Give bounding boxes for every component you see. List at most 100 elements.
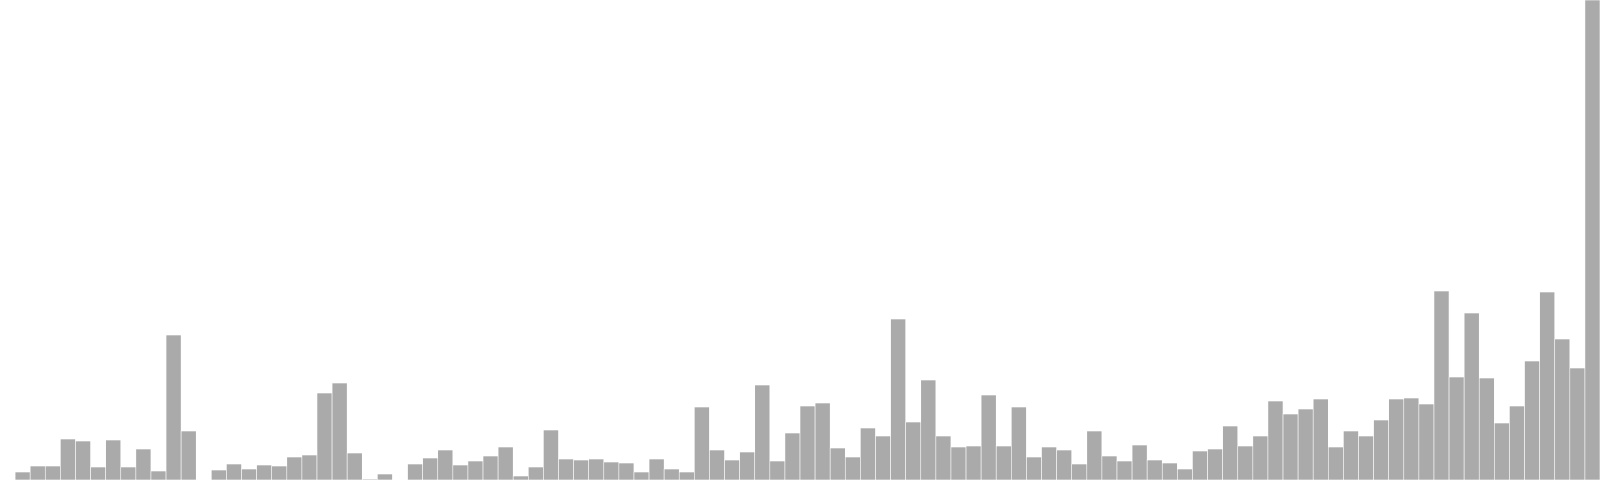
bar-99 xyxy=(1494,422,1510,480)
bar-82 xyxy=(1237,445,1254,480)
bar-44 xyxy=(663,468,680,480)
bar-104 xyxy=(1569,367,1586,480)
bar-42 xyxy=(633,471,650,480)
bar-49 xyxy=(739,451,756,480)
bar-77 xyxy=(1161,462,1178,480)
bar-55 xyxy=(829,447,846,480)
bar-91 xyxy=(1373,419,1389,480)
bar-74 xyxy=(1116,460,1133,480)
bar-series xyxy=(14,0,1600,480)
bar-67 xyxy=(1011,406,1027,480)
bar-100 xyxy=(1509,405,1525,480)
bar-86 xyxy=(1297,408,1314,480)
bar-92 xyxy=(1388,398,1405,480)
bar-60 xyxy=(905,421,922,480)
bar-32 xyxy=(482,455,499,480)
bar-4 xyxy=(60,438,76,480)
bar-30 xyxy=(452,464,469,480)
bar-18 xyxy=(271,465,288,480)
bar-12 xyxy=(180,430,197,480)
bar-8 xyxy=(120,466,137,480)
bar-48 xyxy=(724,459,740,480)
bar-14 xyxy=(211,469,227,480)
bar-11 xyxy=(165,334,182,480)
bar-6 xyxy=(90,466,106,480)
bar-79 xyxy=(1192,450,1208,480)
bar-87 xyxy=(1312,398,1329,480)
bar-10 xyxy=(150,470,167,480)
bar-31 xyxy=(467,460,484,480)
bar-102 xyxy=(1539,291,1556,480)
bar-72 xyxy=(1086,430,1103,480)
bar-36 xyxy=(543,429,559,480)
bar-37 xyxy=(558,458,574,480)
bar-80 xyxy=(1207,448,1223,480)
bar-63 xyxy=(950,446,967,480)
bar-90 xyxy=(1358,435,1374,480)
bar-103 xyxy=(1554,338,1571,480)
bar-96 xyxy=(1448,376,1465,480)
bar-81 xyxy=(1222,425,1239,480)
bar-83 xyxy=(1252,435,1269,480)
bar-46 xyxy=(694,406,710,480)
bar-62 xyxy=(935,435,952,480)
bar-35 xyxy=(527,466,544,480)
bar-38 xyxy=(573,459,589,480)
bar-93 xyxy=(1403,397,1420,480)
bar-84 xyxy=(1267,400,1284,480)
bar-1 xyxy=(14,471,31,480)
bar-22 xyxy=(331,382,348,480)
bar-52 xyxy=(784,432,801,480)
bar-33 xyxy=(497,446,514,480)
bar-78 xyxy=(1177,468,1193,480)
bar-56 xyxy=(844,456,861,480)
bar-16 xyxy=(241,468,257,480)
bar-76 xyxy=(1146,459,1163,480)
bar-3 xyxy=(44,465,61,480)
bar-58 xyxy=(875,435,891,480)
bar-57 xyxy=(860,427,876,480)
bar-73 xyxy=(1101,455,1118,480)
bar-29 xyxy=(437,449,454,480)
bar-23 xyxy=(346,452,363,480)
bar-75 xyxy=(1131,444,1148,480)
bar-70 xyxy=(1056,449,1072,480)
bar-98 xyxy=(1478,377,1495,480)
bar-94 xyxy=(1418,403,1435,480)
bar-85 xyxy=(1282,413,1299,480)
bar-15 xyxy=(226,463,242,480)
bar-43 xyxy=(648,458,665,480)
bar-69 xyxy=(1041,446,1057,480)
bar-71 xyxy=(1071,463,1088,480)
bar-97 xyxy=(1463,312,1480,480)
bar-9 xyxy=(135,448,152,480)
bar-47 xyxy=(709,449,725,480)
bar-59 xyxy=(890,318,906,480)
bar-28 xyxy=(422,457,439,480)
bar-50 xyxy=(754,384,771,480)
bar-20 xyxy=(301,454,318,480)
bar-7 xyxy=(105,439,122,480)
bar-61 xyxy=(920,379,937,480)
bar-64 xyxy=(965,445,982,480)
bar-17 xyxy=(256,464,272,480)
bar-89 xyxy=(1343,430,1359,480)
bar-2 xyxy=(29,465,46,480)
bar-66 xyxy=(995,445,1012,480)
bar-25 xyxy=(377,473,393,480)
bar-105 xyxy=(1584,0,1600,480)
bar-34 xyxy=(512,475,529,480)
bar-39 xyxy=(588,458,605,480)
bar-45 xyxy=(678,471,695,480)
bar-41 xyxy=(618,462,635,480)
bar-95 xyxy=(1433,290,1450,480)
bar-68 xyxy=(1026,456,1042,480)
bar-65 xyxy=(980,394,997,480)
bar-5 xyxy=(75,440,91,480)
bar-19 xyxy=(286,456,303,480)
bar-54 xyxy=(814,402,831,480)
bar-27 xyxy=(407,463,423,480)
bar-53 xyxy=(799,405,816,480)
bar-51 xyxy=(769,460,786,480)
